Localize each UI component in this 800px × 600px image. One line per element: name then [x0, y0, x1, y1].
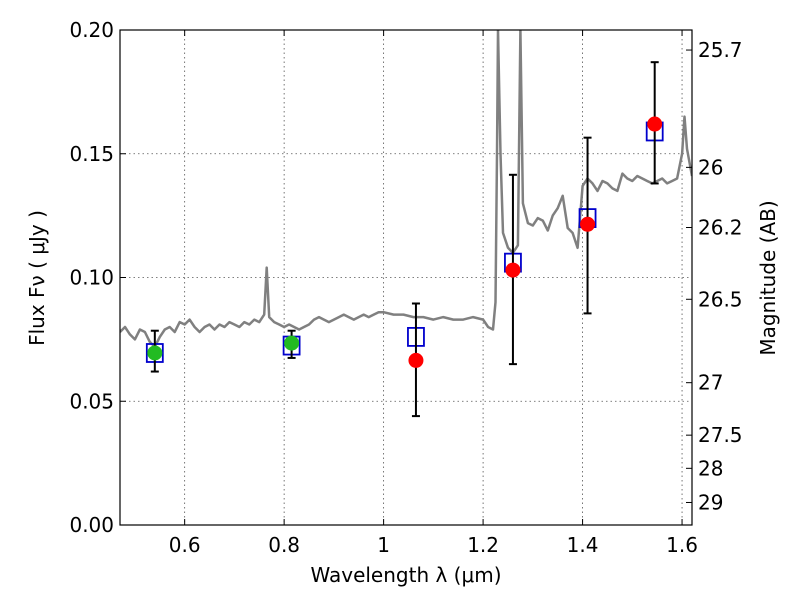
- mag-tick-label: 26: [698, 155, 723, 179]
- mag-tick-label: 27: [698, 371, 723, 395]
- x-tick-label: 0.6: [169, 533, 201, 557]
- flux-point: [580, 216, 596, 232]
- x-tick-label: 1.6: [666, 533, 698, 557]
- tick-marks: [120, 29, 692, 526]
- flux-point: [647, 116, 663, 132]
- y-tick-label: 0.00: [69, 513, 114, 537]
- x-axis-label: Wavelength λ (μm): [310, 563, 501, 587]
- data-points-layer: [145, 61, 664, 418]
- mag-tick-label: 28: [698, 456, 723, 480]
- x-tick-label: 1: [377, 533, 390, 557]
- mag-tick-label: 25.7: [698, 38, 743, 62]
- y-tick-label: 0.05: [69, 389, 114, 413]
- y-tick-label: 0.20: [69, 18, 114, 42]
- mag-tick-label: 26.2: [698, 216, 743, 240]
- mag-tick-label: 27.5: [698, 423, 743, 447]
- flux-point: [408, 352, 424, 368]
- mag-tick-label: 26.5: [698, 287, 743, 311]
- mag-tick-label: 29: [698, 490, 723, 514]
- model-sed-layer: [120, 30, 692, 349]
- y-axis-label: Flux Fν ( μJy ): [25, 210, 49, 346]
- y-tick-label: 0.15: [69, 142, 114, 166]
- right-axis-label: Magnitude (AB): [756, 200, 780, 355]
- flux-point: [147, 345, 163, 361]
- x-tick-label: 0.8: [268, 533, 300, 557]
- flux-point: [284, 335, 300, 351]
- tick-labels: 0.6 0.8 1 1.2 1.4 1.6 0.00 0.05 0.10 0.15 0.20 25.7…: [69, 18, 742, 557]
- x-tick-label: 1.2: [467, 533, 499, 557]
- x-tick-label: 1.4: [567, 533, 599, 557]
- model-sed-line: [120, 30, 692, 349]
- flux-point: [505, 262, 521, 278]
- y-tick-label: 0.10: [69, 266, 114, 290]
- grid-lines: [120, 30, 692, 525]
